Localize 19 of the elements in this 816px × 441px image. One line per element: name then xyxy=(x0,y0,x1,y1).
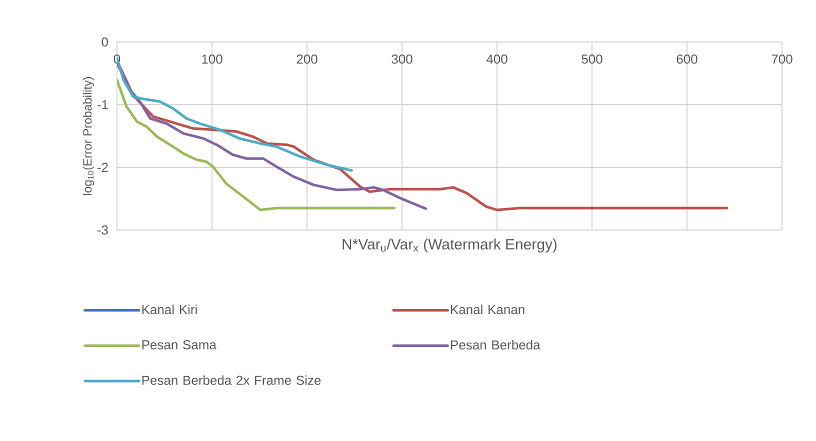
x-tick-label: 200 xyxy=(296,54,318,64)
x-tick-label: 700 xyxy=(772,54,792,64)
y-tick-label: -1 xyxy=(98,100,108,110)
x-tick-label: 100 xyxy=(202,54,222,64)
line-series xyxy=(117,62,428,210)
x-tick-label: 400 xyxy=(486,54,508,64)
x-tick-label: 600 xyxy=(676,54,698,64)
legend-label: Pesan Berbeda xyxy=(451,340,540,350)
x-tick-label: 500 xyxy=(582,54,602,64)
y-tick-label: -3 xyxy=(98,225,108,235)
y-tick-label: -2 xyxy=(98,162,108,172)
legend-label: Pesan Sama xyxy=(142,340,216,350)
legend-label: Kanal Kiri xyxy=(142,304,197,314)
legend-label: Pesan Berbeda 2x Frame Size xyxy=(142,375,321,385)
x-axis-title: N*Var$_{u}$/Var$_{x}$ (Watermark Energy) xyxy=(342,238,557,252)
y-axis-title: log$_{10}$(Error Probability) xyxy=(82,77,94,195)
x-tick-label: 300 xyxy=(392,54,412,64)
y-tick-label: 0 xyxy=(102,37,108,47)
legend-label: Kanal Kanan xyxy=(451,304,524,314)
